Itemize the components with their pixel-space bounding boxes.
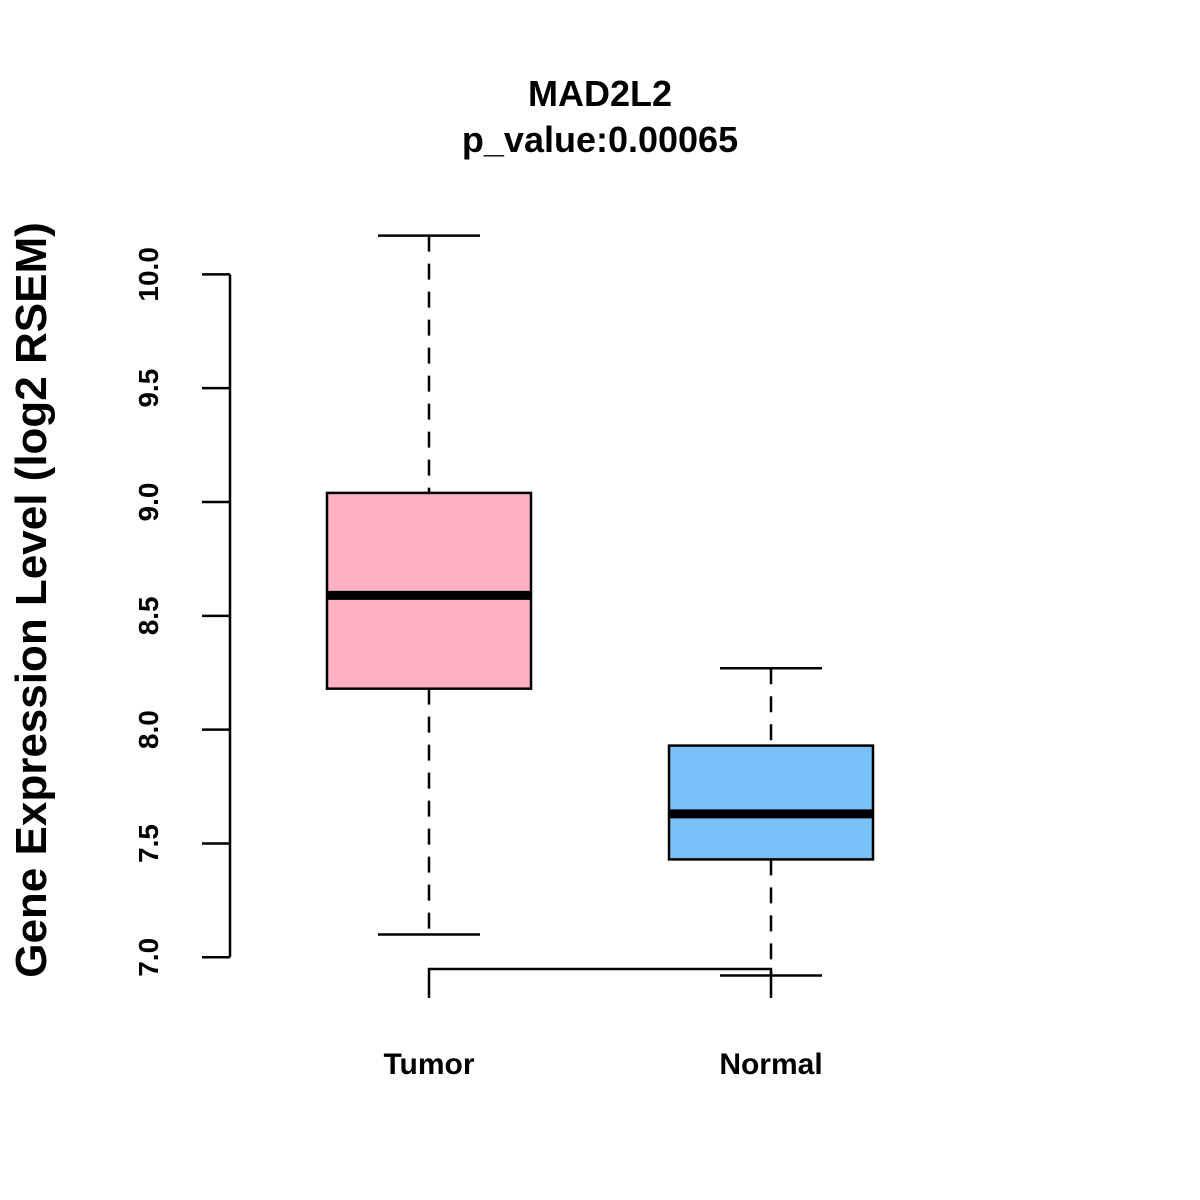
y-tick-label: 7.5 (133, 824, 164, 863)
y-tick-label: 10.0 (133, 247, 164, 302)
comparison-bracket (427, 967, 773, 998)
y-tick-label: 9.5 (133, 369, 164, 408)
y-tick-label: 8.5 (133, 596, 164, 635)
boxes-layer (325, 234, 875, 977)
iqr-box (325, 491, 533, 690)
box-normal (667, 666, 875, 977)
y-tick-label: 9.0 (133, 483, 164, 522)
x-category-label-tumor: Tumor (383, 1048, 474, 1081)
box-tumor (325, 234, 533, 936)
x-axis-category-labels: Tumor Normal (383, 1048, 822, 1081)
y-axis-label: Gene Expression Level (log2 RSEM) (7, 222, 56, 978)
bracket-line (427, 967, 773, 998)
y-tick-label: 7.0 (133, 938, 164, 977)
x-category-label-normal: Normal (719, 1048, 822, 1081)
y-tick-label: 8.0 (133, 710, 164, 749)
y-axis: 7.0 7.5 8.0 8.5 9.0 9.5 10.0 (133, 247, 232, 977)
iqr-box (667, 744, 875, 861)
chart-subtitle: p_value:0.00065 (462, 119, 738, 160)
chart-title: MAD2L2 (528, 73, 672, 114)
